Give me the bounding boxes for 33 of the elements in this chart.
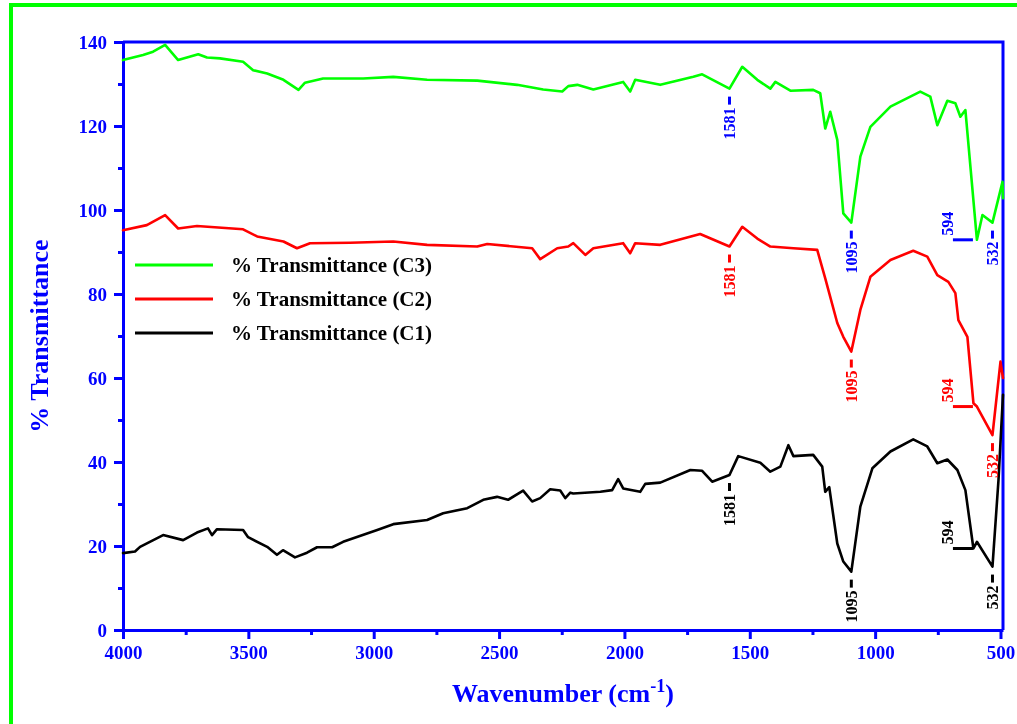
annotation: 1095 — [842, 590, 860, 623]
annotation: 1581 — [721, 265, 739, 298]
y-tick-label: 100 — [78, 199, 107, 221]
x-axis-title: Wavenumber (cm$^{-1}$) — [452, 676, 674, 708]
annotation: 594 — [938, 211, 956, 236]
annotation: 594 — [938, 378, 956, 403]
y-tick-label: 60 — [88, 367, 107, 389]
x-tick-label: 3500 — [229, 642, 268, 664]
legend-label: % Transmittance (C2) — [231, 287, 433, 312]
x-tick-label: 4000 — [104, 642, 143, 664]
annotation: 1581 — [721, 494, 739, 527]
legend-label: % Transmittance (C1) — [231, 321, 433, 346]
legend-label: % Transmittance (C3) — [231, 253, 433, 278]
annotation: 1095 — [842, 241, 860, 274]
annotation: 594 — [938, 520, 956, 545]
y-tick-label: 120 — [78, 115, 107, 137]
x-tick-label: 2000 — [605, 642, 644, 664]
y-axis-title: % Transmittance — [25, 239, 54, 433]
annotation: 532 — [984, 241, 1002, 266]
x-tick-label: 2500 — [480, 642, 519, 664]
y-tick-label: 80 — [88, 283, 107, 305]
annotation: 532 — [984, 454, 1002, 479]
x-tick-label: 500 — [986, 642, 1016, 664]
y-tick-label: 140 — [78, 31, 107, 53]
y-tick-label: 40 — [88, 451, 107, 473]
annotation: 1581 — [721, 107, 739, 140]
y-tick-label: 0 — [97, 619, 107, 641]
x-tick-label: 1500 — [731, 642, 770, 664]
y-tick-label: 20 — [88, 535, 107, 557]
annotation: 1095 — [842, 370, 860, 403]
annotation: 532 — [984, 585, 1002, 610]
x-tick-label: 3000 — [355, 642, 394, 664]
x-tick-label: 1000 — [856, 642, 895, 664]
